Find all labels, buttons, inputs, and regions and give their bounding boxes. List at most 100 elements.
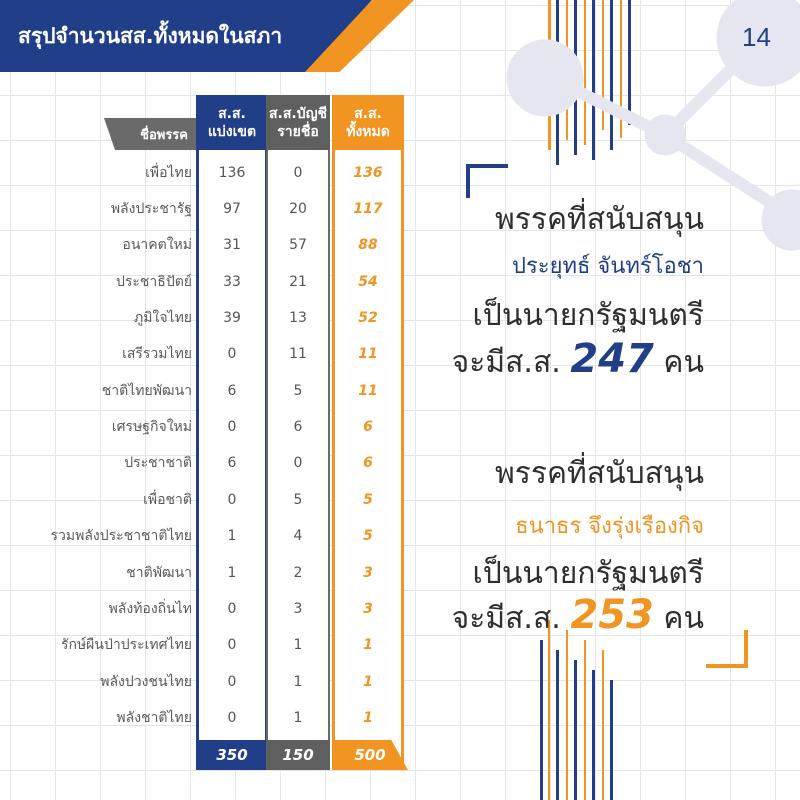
district-seats: 0 <box>227 674 237 690</box>
party-name: พลังชาติไทย <box>116 710 192 726</box>
total-seats: 1 <box>363 674 373 690</box>
total-seats: 5 <box>363 492 373 508</box>
table-row: ภูมิใจไทย 39 13 52 <box>0 300 420 336</box>
block2-candidate: ธนาธร จึงรุ่งเรืองกิจ <box>515 514 704 539</box>
bracket-top-left <box>466 164 508 198</box>
list-seats: 13 <box>289 310 307 326</box>
block2-seat-number: 253 <box>570 592 654 638</box>
list-seats: 5 <box>293 383 303 399</box>
block1-prefix: จะมีส.ส. <box>451 345 561 380</box>
list-seats: 5 <box>293 492 303 508</box>
district-seats: 1 <box>227 528 237 544</box>
district-seats: 97 <box>223 201 241 217</box>
district-header-line1: ส.ส. <box>218 105 246 122</box>
table-row: พลังท้องถิ่นไท 0 3 3 <box>0 591 420 627</box>
vertical-stripes <box>540 0 631 800</box>
district-seats: 0 <box>227 601 237 617</box>
total-seats: 6 <box>363 419 373 435</box>
block1-line1: พรรคที่สนับสนุน <box>494 202 704 237</box>
table-row: ชาติไทยพัฒนา 6 5 11 <box>0 373 420 409</box>
total-seats: 11 <box>358 346 378 362</box>
party-name: เพื่อชาติ <box>143 492 192 508</box>
list-column-bg <box>266 95 330 765</box>
list-seats: 3 <box>293 601 303 617</box>
party-name: พลังปวงชนไทย <box>100 674 192 690</box>
district-seats: 39 <box>223 310 241 326</box>
list-seats: 6 <box>293 419 303 435</box>
list-seats: 1 <box>293 710 303 726</box>
district-total: 350 <box>196 740 268 770</box>
list-seats: 0 <box>293 165 303 181</box>
district-seats: 0 <box>227 492 237 508</box>
block2-line1: พรรคที่สนับสนุน <box>494 456 704 491</box>
table-row: เพื่อไทย 136 0 136 <box>0 155 420 191</box>
block1-seat-number: 247 <box>570 336 654 382</box>
table-row: ชาติพัฒนา 1 2 3 <box>0 555 420 591</box>
list-seats: 57 <box>289 237 307 253</box>
block2-seat-line: จะมีส.ส. 253 คน <box>452 592 704 642</box>
total-seats: 88 <box>358 237 378 253</box>
total-seats: 5 <box>363 528 373 544</box>
block1-suffix: คน <box>663 345 704 380</box>
district-seats: 0 <box>227 419 237 435</box>
list-header-line1: ส.ส.บัญชี <box>268 105 328 122</box>
block1-seat-line: จะมีส.ส. 247 คน <box>452 336 704 386</box>
party-header: ชื่อพรรค <box>104 118 196 150</box>
total-header-line1: ส.ส. <box>354 105 382 122</box>
list-seats: 21 <box>289 274 307 290</box>
block2-suffix: คน <box>663 601 704 636</box>
total-seats: 6 <box>363 455 373 471</box>
block1-candidate: ประยุทธ์ จันทร์โอชา <box>512 254 704 279</box>
district-seats: 136 <box>218 165 246 181</box>
list-seats: 11 <box>289 346 307 362</box>
party-name: ชาติไทยพัฒนา <box>101 383 192 399</box>
table-row: ประชาชาติ 6 0 6 <box>0 445 420 481</box>
table-row: เศรษฐกิจใหม่ 0 6 6 <box>0 409 420 445</box>
block2-line3: เป็นนายกรัฐมนตรี <box>472 556 704 591</box>
district-seats: 1 <box>227 565 237 581</box>
list-header-line2: รายชื่อ <box>277 123 319 140</box>
list-seats: 4 <box>293 528 303 544</box>
total-seats: 11 <box>358 383 378 399</box>
party-name: รักษ์ผืนป่าประเทศไทย <box>60 637 192 653</box>
page-number: 14 <box>742 22 771 52</box>
district-seats: 6 <box>227 455 237 471</box>
list-seats: 2 <box>293 565 303 581</box>
table-row: พลังปวงชนไทย 0 1 1 <box>0 664 420 700</box>
list-seats: 1 <box>293 674 303 690</box>
district-seats: 33 <box>223 274 241 290</box>
total-header-line2: ทั้งหมด <box>346 123 390 140</box>
list-seats: 20 <box>289 201 307 217</box>
table-row: พลังชาติไทย 0 1 1 <box>0 700 420 736</box>
list-seats: 0 <box>293 455 303 471</box>
table-row: เพื่อชาติ 0 5 5 <box>0 482 420 518</box>
total-seats: 3 <box>363 601 373 617</box>
party-name: ภูมิใจไทย <box>134 310 192 326</box>
block1-line3: เป็นนายกรัฐมนตรี <box>472 298 704 333</box>
table-row: พลังประชารัฐ 97 20 117 <box>0 191 420 227</box>
total-seats: 54 <box>358 274 378 290</box>
block2-prefix: จะมีส.ส. <box>451 601 561 636</box>
party-name: รวมพลังประชาชาติไทย <box>50 528 192 544</box>
header-banner <box>0 0 372 72</box>
molecule-graphic <box>506 0 800 251</box>
total-header: ส.ส. ทั้งหมด <box>332 95 404 150</box>
total-seats: 1 <box>363 710 373 726</box>
party-name: พลังท้องถิ่นไท <box>108 601 192 617</box>
table-row: อนาคตใหม่ 31 57 88 <box>0 227 420 263</box>
table-row: รวมพลังประชาชาติไทย 1 4 5 <box>0 518 420 554</box>
party-name: เสรีรวมไทย <box>122 346 192 362</box>
list-header: ส.ส.บัญชี รายชื่อ <box>266 95 330 150</box>
district-header-line2: แบ่งเขต <box>207 123 257 140</box>
district-seats: 0 <box>227 346 237 362</box>
district-seats: 31 <box>223 237 241 253</box>
party-name: ประชาชาติ <box>124 455 192 471</box>
table-row: รักษ์ผืนป่าประเทศไทย 0 1 1 <box>0 627 420 663</box>
total-seats: 136 <box>353 165 383 181</box>
total-seats: 3 <box>363 565 373 581</box>
table-row: เสรีรวมไทย 0 11 11 <box>0 336 420 372</box>
party-name: เพื่อไทย <box>145 165 192 181</box>
bracket-bottom-right <box>706 630 748 668</box>
total-seats: 52 <box>358 310 378 326</box>
total-column-bg <box>332 95 404 768</box>
